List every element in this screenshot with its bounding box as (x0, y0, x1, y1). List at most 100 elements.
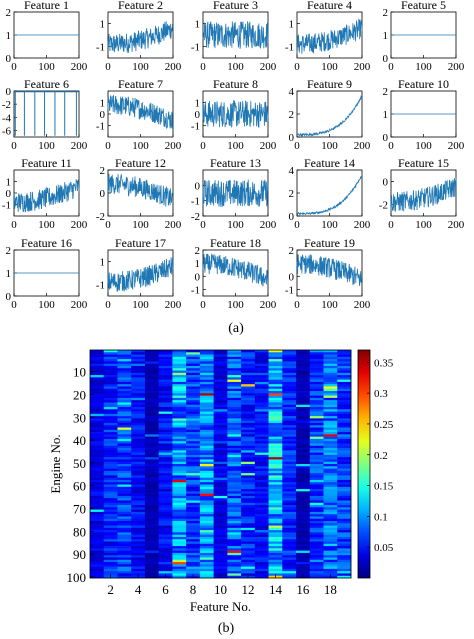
heatmap-cell (323, 454, 338, 458)
heatmap-cell (241, 473, 256, 476)
heatmap-cell (199, 552, 214, 556)
heatmap-cell (323, 557, 338, 561)
heatmap-cell (172, 404, 187, 408)
heatmap-cell (172, 436, 187, 440)
heatmap-cell (309, 370, 324, 374)
heatmap-cell (337, 568, 352, 572)
subplot-title: Feature 8 (213, 77, 258, 91)
heatmap-cell (186, 507, 201, 510)
heatmap-cell (103, 363, 118, 367)
heatmap-cell (309, 498, 324, 501)
heatmap-cell (117, 548, 132, 551)
heatmap-cell (172, 361, 187, 364)
heatmap-cell (254, 425, 269, 428)
heatmap-cell (213, 505, 228, 508)
series-line (390, 177, 457, 212)
x-tick-label: 0 (200, 140, 206, 152)
heatmap-cell (241, 495, 256, 499)
heatmap-cell (144, 379, 159, 383)
heatmap-cell (268, 534, 283, 538)
heatmap-cell (144, 354, 159, 358)
heatmap-cell (186, 352, 201, 355)
heatmap-cell (158, 354, 173, 358)
heatmap-cell (309, 454, 324, 458)
heatmap-cell (282, 420, 297, 424)
heatmap-cell (103, 386, 118, 390)
heatmap-cell (254, 393, 269, 396)
heatmap-cell (199, 384, 214, 387)
heatmap-cell (254, 402, 269, 406)
heatmap-cell (103, 518, 118, 522)
heatmap-cell (103, 409, 118, 412)
heatmap-cell (90, 505, 105, 508)
heatmap-cell (144, 459, 159, 463)
heatmap-cell (282, 443, 297, 447)
heatmap-cell (282, 518, 297, 522)
heatmap-cell (254, 384, 269, 387)
heatmap-cell (268, 372, 283, 376)
heatmap-cell (144, 441, 159, 444)
heatmap-cell (254, 432, 269, 435)
heatmap-cell (131, 404, 146, 408)
heatmap-cell (90, 518, 105, 522)
heatmap-cell (282, 413, 297, 417)
y-tick-label: 100 (67, 570, 87, 585)
heatmap-cell (309, 491, 324, 494)
y-tick-label: 2 (289, 109, 295, 121)
heatmap-cell (172, 425, 187, 428)
heatmap-cell (323, 418, 338, 421)
heatmap-cell (158, 546, 173, 549)
heatmap-cell (186, 404, 201, 408)
heatmap-cell (199, 381, 214, 385)
heatmap-cell (323, 559, 338, 563)
y-axis-label: Engine No. (48, 434, 63, 493)
heatmap-cell (158, 509, 173, 513)
x-tick-label: 2 (107, 582, 114, 597)
heatmap-cell (337, 352, 352, 355)
heatmap-cell (158, 473, 173, 476)
heatmap-cell (172, 418, 187, 421)
heatmap-cell (323, 514, 338, 517)
x-tick-label: 200 (165, 61, 182, 73)
heatmap-cell (103, 489, 118, 492)
heatmap-cell (117, 564, 132, 567)
heatmap-cell (309, 422, 324, 426)
heatmap-cell (268, 361, 283, 364)
heatmap-cell (131, 445, 146, 449)
heatmap-cell (144, 432, 159, 435)
heatmap-cell (309, 381, 324, 385)
heatmap-cell (309, 404, 324, 408)
heatmap-cell (172, 568, 187, 572)
heatmap-cell (268, 436, 283, 440)
x-tick-label: 0 (200, 299, 206, 311)
heatmap-cell (117, 356, 132, 360)
heatmap-cell (268, 527, 283, 531)
heatmap-cell (90, 393, 105, 396)
heatmap-cell (90, 559, 105, 563)
heatmap-cell (254, 523, 269, 526)
heatmap-cell (323, 402, 338, 406)
heatmap-cell (186, 523, 201, 526)
heatmap-cell (268, 356, 283, 360)
heatmap-cell (296, 482, 311, 485)
heatmap-cell (103, 438, 118, 442)
heatmap-cell (296, 509, 311, 513)
heatmap-cell (158, 514, 173, 517)
heatmap-cell (268, 352, 283, 355)
heatmap-cell (103, 445, 118, 449)
heatmap-cell (199, 427, 214, 431)
heatmap-cell (158, 425, 173, 428)
heatmap-cell (227, 523, 242, 526)
heatmap-cell (103, 514, 118, 517)
heatmap-cell (144, 350, 159, 353)
heatmap-cell (337, 413, 352, 417)
heatmap-cell (337, 484, 352, 488)
heatmap-cell (282, 352, 297, 355)
heatmap-cell (337, 441, 352, 444)
heatmap-cell (172, 441, 187, 444)
heatmap-cell (309, 541, 324, 545)
heatmap-cell (309, 525, 324, 529)
heatmap-cell (227, 559, 242, 563)
heatmap-cell (144, 381, 159, 385)
